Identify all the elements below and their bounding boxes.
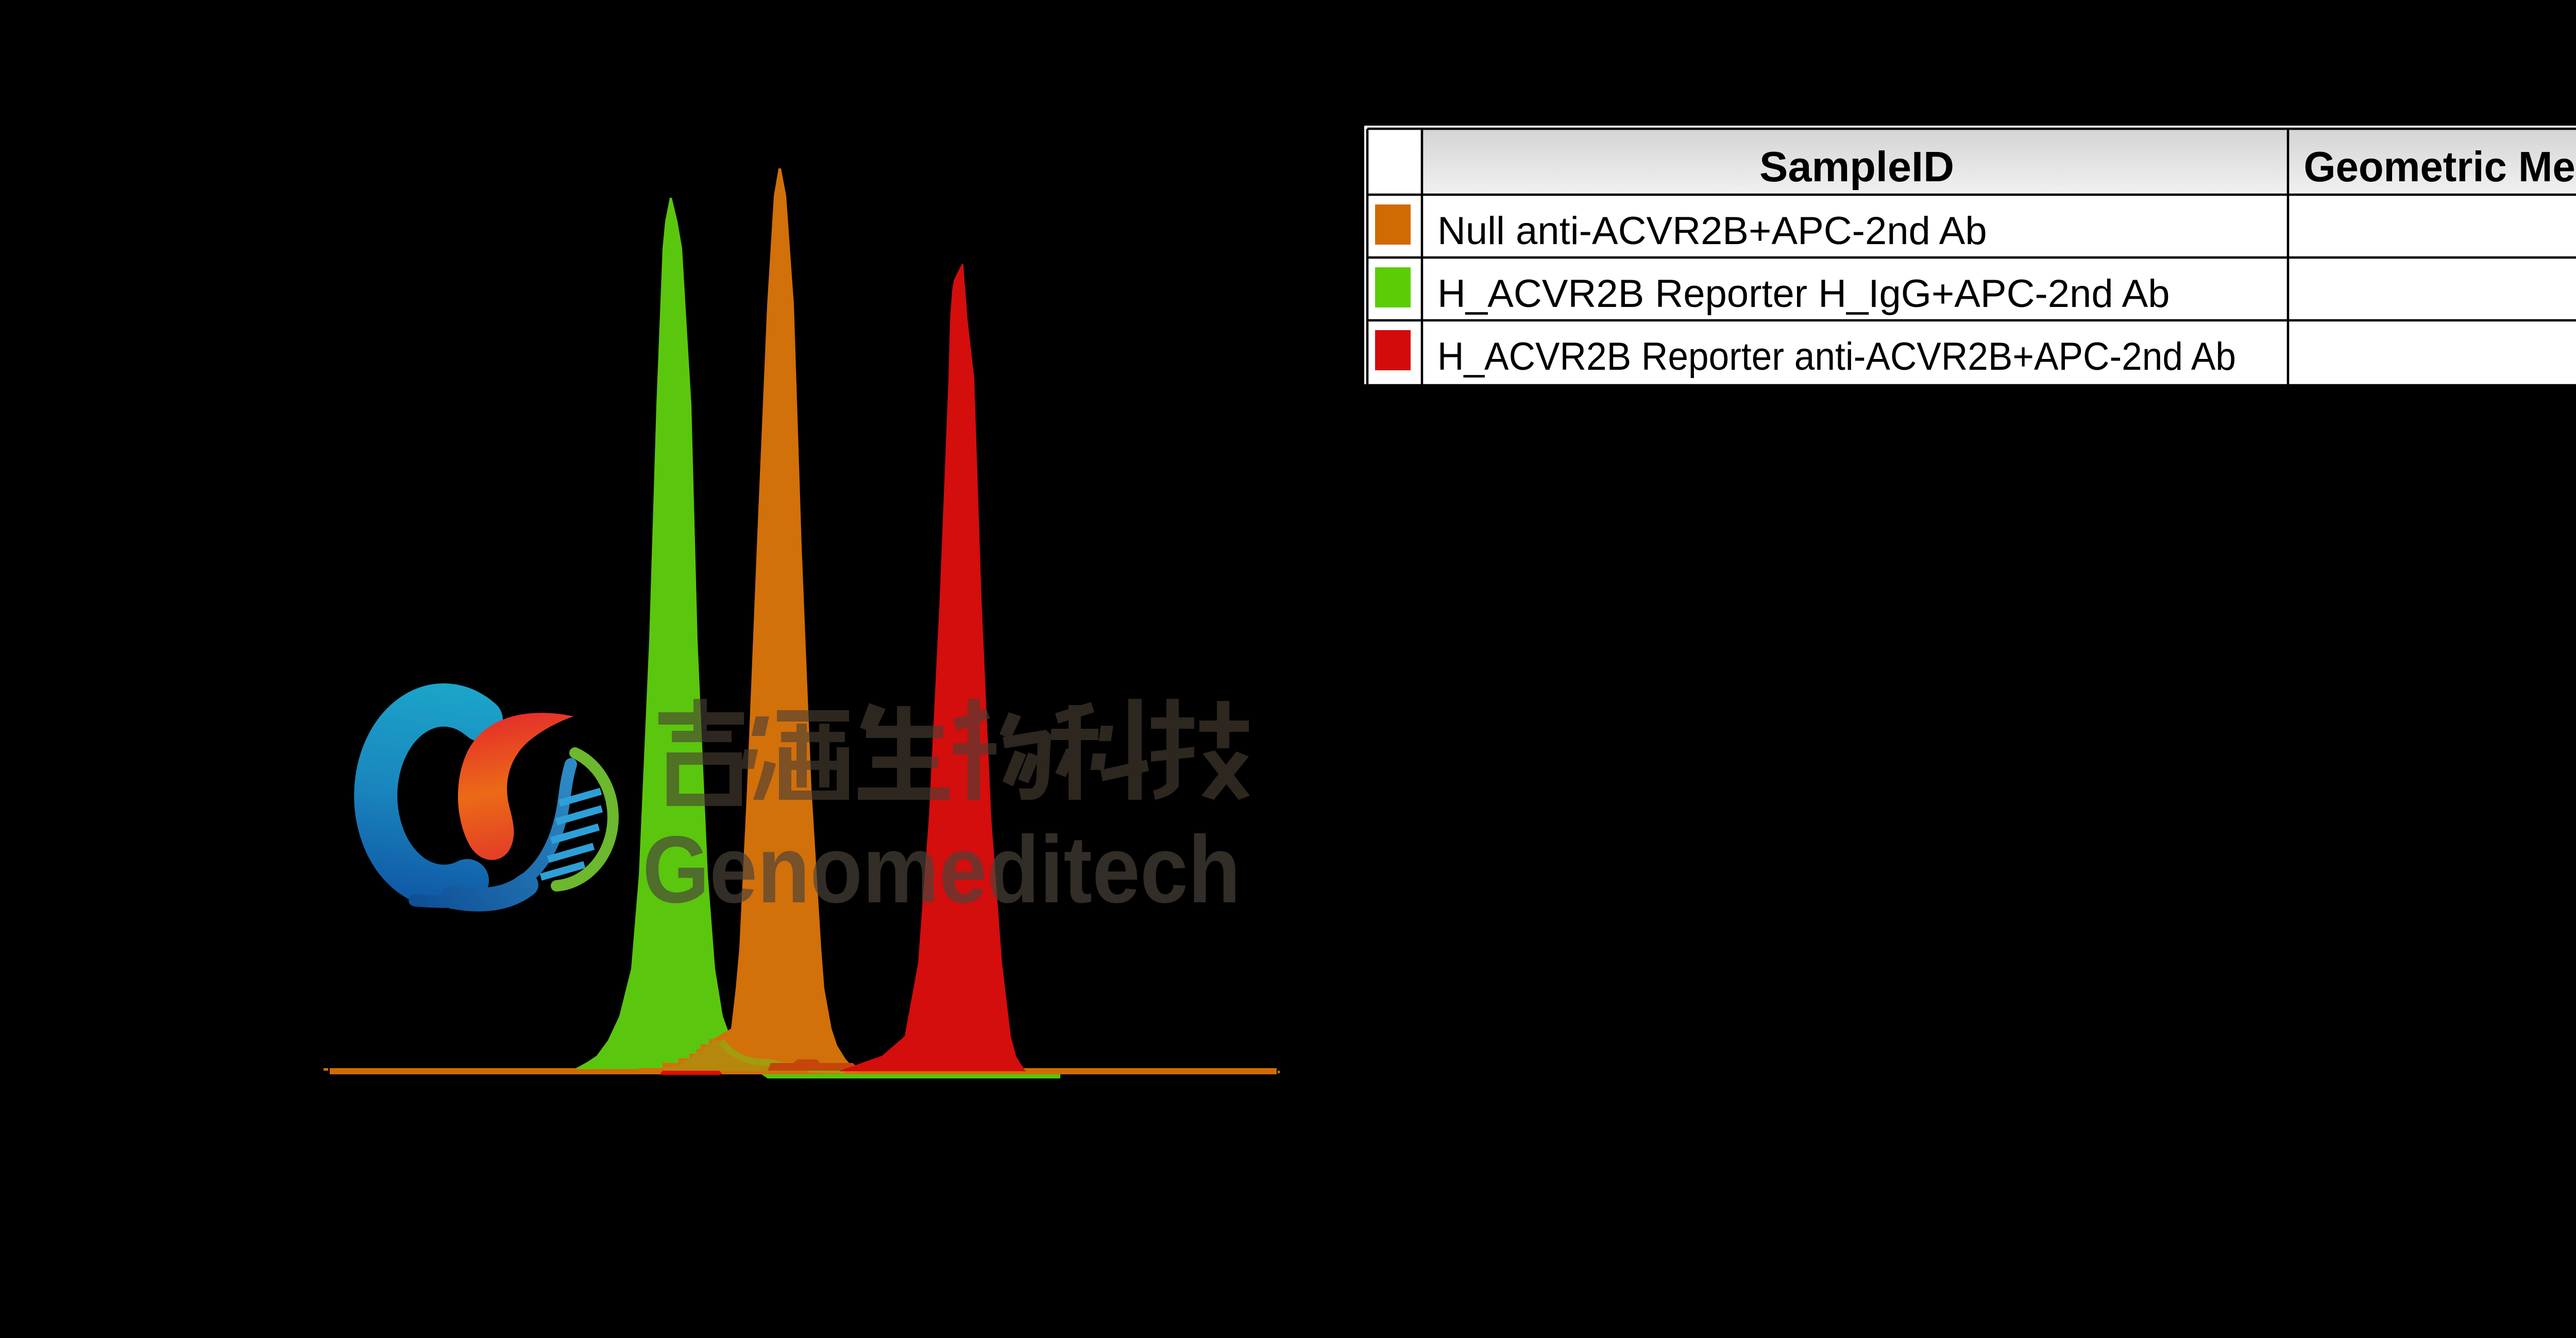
svg-text:H_ACVR2B Reporter H_IgG+APC-2n: H_ACVR2B Reporter H_IgG+APC-2nd Ab [1437,272,2170,316]
svg-text:Geometric Mean : FL11-H: Geometric Mean : FL11-H [2304,143,2576,191]
svg-text:Genomeditech: Genomeditech [642,817,1241,923]
svg-text:H_ACVR2B Reporter anti-ACVR2B+: H_ACVR2B Reporter anti-ACVR2B+APC-2nd Ab [1437,335,2236,379]
svg-text:SampleID: SampleID [1759,143,1954,191]
svg-text:Null anti-ACVR2B+APC-2nd Ab: Null anti-ACVR2B+APC-2nd Ab [1437,209,1987,253]
